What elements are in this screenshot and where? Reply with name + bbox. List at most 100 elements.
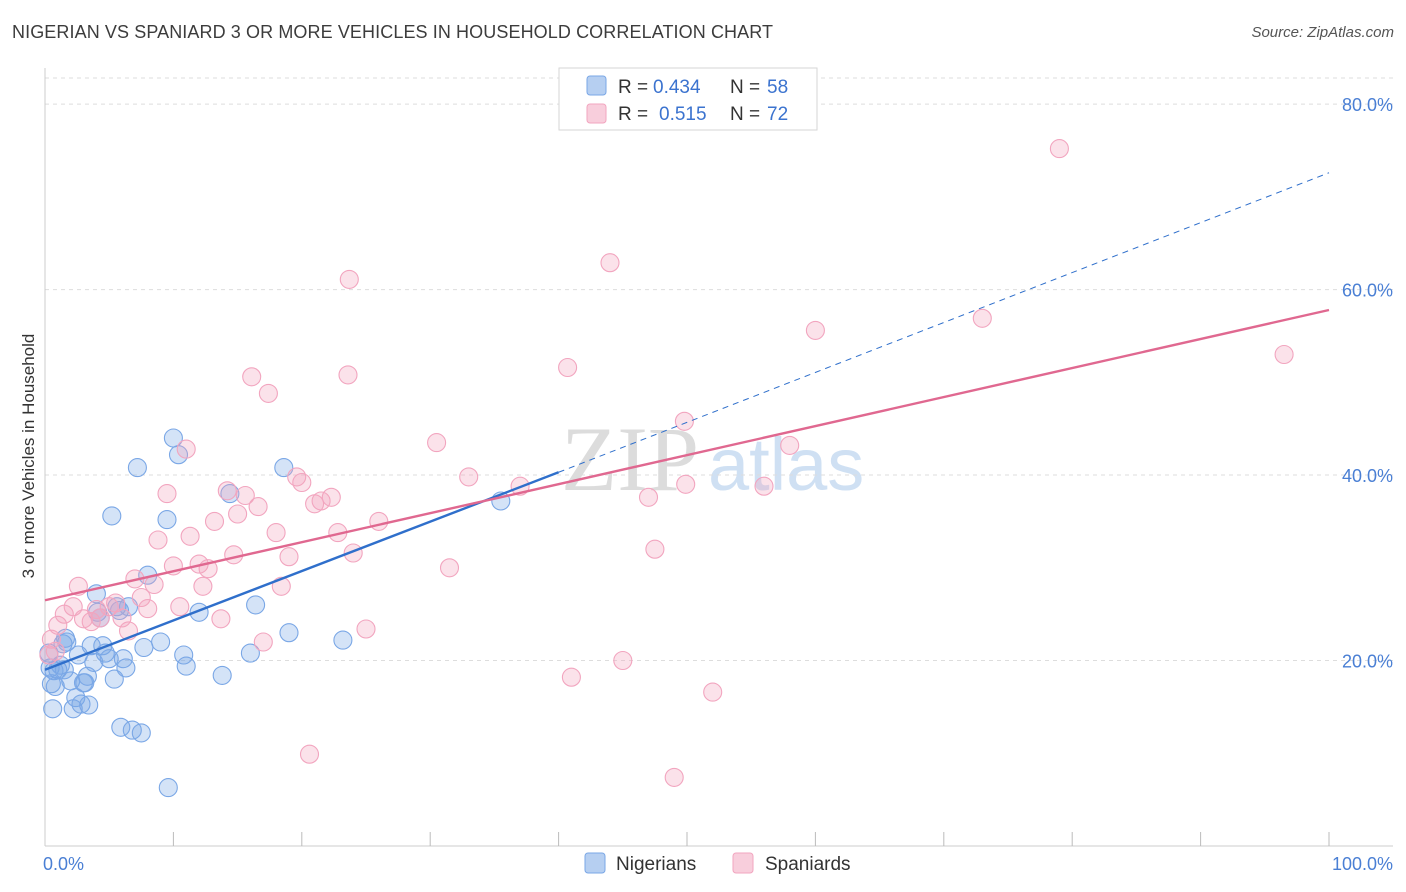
spaniard-point (157, 484, 177, 504)
spaniard-point (311, 491, 331, 511)
nigerian-point (158, 778, 178, 798)
legend-r-label-nigerians: R = (618, 77, 648, 98)
legend-n-value-spaniards: 72 (767, 104, 788, 125)
axes (44, 68, 1393, 847)
nigerian-point (131, 723, 151, 743)
spaniard-point (674, 411, 694, 431)
nigerian-point (79, 695, 99, 715)
nigerian-point (127, 458, 147, 478)
spaniard-point (45, 641, 65, 661)
spaniard-point (41, 629, 61, 649)
nigerian-point (246, 595, 266, 615)
legend-n-label-nigerians: N = (730, 77, 760, 98)
spaniard-point (427, 433, 447, 453)
bottom-legend-swatch-spaniards (732, 852, 754, 874)
spaniard-point (224, 545, 244, 565)
legend: R = 0.434 N = 58 R = 0.515 N = 72 (558, 67, 818, 131)
bottom-legend: Nigerians Spaniards (584, 852, 851, 875)
spaniard-point (754, 476, 774, 496)
nigerian-point (279, 623, 299, 643)
spaniard-point (242, 367, 262, 387)
nigerian-point (274, 458, 294, 478)
spaniard-point (664, 767, 684, 787)
spaniard-point (321, 487, 341, 507)
spaniard-point (258, 383, 278, 403)
spaniard-point (356, 619, 376, 639)
spaniard-point (279, 547, 299, 567)
spaniard-point (805, 320, 825, 340)
nigerian-point (212, 665, 232, 685)
spaniard-point (63, 597, 83, 617)
spaniard-point (459, 467, 479, 487)
nigerian-point (111, 717, 131, 737)
spaniard-point (204, 511, 225, 531)
nigerian-point (116, 658, 136, 678)
spaniard-point (558, 357, 578, 378)
nigerian-point (71, 694, 91, 714)
spaniard-point (180, 526, 200, 546)
legend-n-value-nigerians: 58 (767, 77, 788, 98)
trendlines (44, 172, 1330, 671)
chart-title: NIGERIAN VS SPANIARD 3 OR MORE VEHICLES … (12, 22, 774, 42)
spaniard-point (338, 365, 358, 385)
nigerian-point (333, 630, 353, 650)
spaniard-point (780, 435, 800, 455)
nigerian-point (77, 666, 97, 686)
spaniard-point (369, 511, 389, 531)
spaniard-point (638, 487, 659, 507)
nigerian-point (157, 510, 177, 530)
spaniard-point (193, 576, 213, 596)
nigerians-trendline (44, 471, 560, 671)
y-tick-label: 20.0% (1342, 652, 1393, 672)
spaniard-point (170, 597, 190, 617)
spaniards-trendline (44, 308, 1330, 602)
nigerian-point (240, 643, 260, 663)
spaniard-point (39, 645, 59, 665)
bottom-legend-swatch-nigerians (584, 852, 606, 874)
spaniard-point (613, 650, 633, 671)
nigerian-point (176, 656, 196, 676)
spaniard-point (73, 609, 94, 629)
nigerian-point (220, 484, 240, 504)
spaniard-point (439, 558, 460, 578)
spaniard-point (1274, 344, 1294, 365)
nigerian-point (104, 669, 124, 689)
spaniard-point (131, 587, 151, 608)
legend-swatch-spaniards (586, 103, 607, 124)
y-axis-title: 3 or more Vehicles in Household (19, 334, 38, 579)
spaniard-point (138, 599, 158, 619)
spaniard-point (211, 609, 231, 629)
spaniard-point (253, 632, 273, 652)
bottom-legend-label-spaniards: Spaniards (765, 854, 851, 875)
spaniard-point (600, 253, 620, 273)
legend-r-value-spaniards: 0.515 (659, 104, 707, 125)
series-nigerians (39, 428, 511, 798)
y-tick-label: 60.0% (1342, 281, 1393, 301)
nigerian-point (174, 645, 194, 665)
spaniard-point (972, 308, 992, 328)
spaniard-point (248, 497, 268, 517)
legend-r-label-spaniards: R = (618, 104, 648, 125)
spaniard-point (266, 523, 286, 543)
spaniard-point (645, 539, 665, 559)
y-tick-label: 80.0% (1342, 95, 1393, 115)
x-tick-label-max: 100.0% (1332, 854, 1393, 874)
spaniard-point (299, 744, 320, 764)
spaniard-point (703, 682, 723, 702)
nigerian-point (102, 506, 122, 526)
spaniard-point (228, 504, 248, 524)
spaniard-point (287, 467, 307, 487)
watermark: ZIP atlas (561, 408, 864, 510)
watermark-atlas: atlas (708, 423, 864, 506)
x-tick-label-min: 0.0% (43, 854, 84, 874)
spaniard-point (1049, 139, 1069, 159)
spaniard-point (292, 472, 312, 493)
spaniard-point (99, 597, 119, 617)
spaniard-point (561, 667, 581, 687)
spaniard-point (48, 615, 68, 635)
spaniard-point (676, 474, 696, 494)
x-ticks (172, 832, 1330, 846)
spaniard-point (148, 530, 168, 550)
legend-r-value-nigerians: 0.434 (653, 77, 701, 98)
